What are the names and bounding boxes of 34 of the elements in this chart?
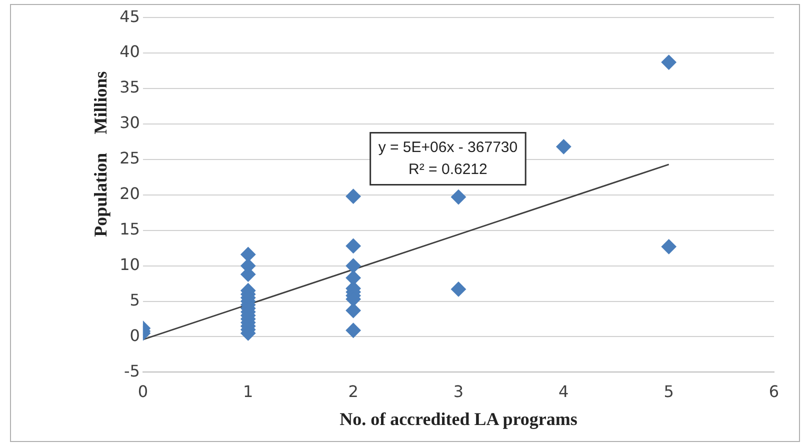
- y-tick-label: 15: [120, 220, 140, 239]
- y-tick-label: 40: [120, 42, 140, 62]
- x-tick-label: 2: [348, 382, 358, 401]
- annotation: y = 5E+06x - 367730: [378, 138, 518, 156]
- y-tick-label: 25: [120, 148, 140, 168]
- text: Millions: [90, 71, 111, 134]
- point: [346, 188, 361, 204]
- point: [346, 238, 361, 254]
- y-tick-label: 45: [120, 6, 140, 26]
- point: [346, 258, 361, 274]
- y-tick-label: 20: [120, 184, 140, 204]
- x-tick-label: 6: [768, 382, 780, 401]
- y-tick-label: 5: [130, 290, 140, 310]
- point: [240, 246, 256, 262]
- point: [450, 282, 466, 297]
- y-tick-label: -5: [124, 361, 140, 380]
- annotation: R² = 0.6212: [408, 160, 488, 178]
- y-tick-label: 0: [130, 326, 140, 345]
- y-tick-label: 30: [120, 113, 140, 132]
- point: [346, 270, 361, 286]
- point: [661, 239, 676, 254]
- point: [556, 139, 572, 154]
- x-tick-label: 5: [664, 382, 674, 401]
- point: [661, 54, 676, 70]
- x-tick-label: 1: [243, 382, 254, 401]
- x-tick-label: 4: [558, 382, 569, 401]
- y-tick-label: 35: [120, 78, 140, 97]
- y-axis-title: Population: [90, 152, 110, 237]
- point: [346, 303, 361, 318]
- x-axis-title: No. of accredited LA programs: [340, 408, 578, 429]
- x-tick-label: 3: [453, 382, 464, 401]
- point: [346, 322, 361, 338]
- point: [450, 190, 466, 205]
- y-tick-label: 10: [120, 254, 140, 274]
